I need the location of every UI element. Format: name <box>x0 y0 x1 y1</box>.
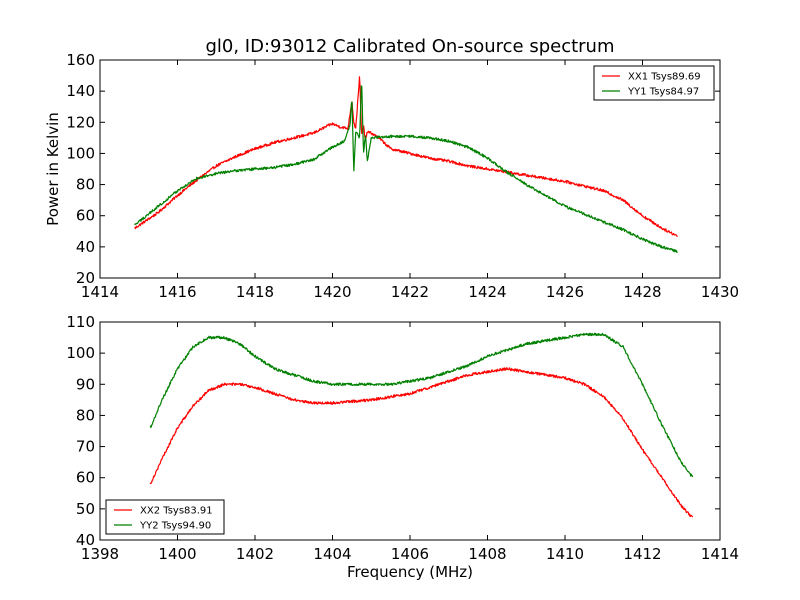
x-tick-label: 1406 <box>391 545 429 563</box>
y-tick-label: 40 <box>76 531 95 549</box>
x-tick-label: 1430 <box>701 283 739 301</box>
y-tick-label: 140 <box>66 82 95 100</box>
y-tick-label: 120 <box>66 113 95 131</box>
x-axis-label: Frequency (MHz) <box>347 563 473 581</box>
series-line-1-2 <box>134 85 678 254</box>
bottom-chart-panel: 1398 1400 1402 1404 1406 1408 1410 1412 1414 40 50… <box>66 313 739 581</box>
x-tick-label: 1414 <box>701 545 739 563</box>
series-line-2-2 <box>149 332 694 478</box>
y-tick-label: 90 <box>76 375 95 393</box>
series-line-1-1 <box>134 76 678 238</box>
y-tick-label: 160 <box>66 51 95 69</box>
y-tick-label: 70 <box>76 438 95 456</box>
y-tick-label: 40 <box>76 238 95 256</box>
x-tick-label: 1408 <box>468 545 506 563</box>
series-line-2-1 <box>149 367 694 518</box>
legend-box <box>105 499 225 535</box>
y-tick-label: 20 <box>76 269 95 287</box>
y-tick-label: 100 <box>66 144 95 162</box>
legend-entry-label: YY2 Tsys94.90 <box>139 521 211 532</box>
x-tick-label: 1402 <box>236 545 274 563</box>
y-tick-label: 60 <box>76 469 95 487</box>
chart-title: gl0, ID:93012 Calibrated On-source spect… <box>205 36 614 57</box>
x-tick-label: 1412 <box>623 545 661 563</box>
y-tick-label: 80 <box>76 406 95 424</box>
legend-entry-label: XX2 Tsys83.91 <box>140 506 213 517</box>
x-tick-label: 1428 <box>623 283 661 301</box>
x-tick-label: 1416 <box>158 283 196 301</box>
legend: XX1 Tsys89.69 YY1 Tsys84.97 <box>593 65 715 101</box>
x-tick-label: 1414 <box>81 283 119 301</box>
x-tick-label: 1424 <box>468 283 506 301</box>
y-tick-label: 60 <box>76 207 95 225</box>
x-tick-label: 1398 <box>81 545 119 563</box>
x-tick-label: 1418 <box>236 283 274 301</box>
legend-box <box>593 65 715 101</box>
x-tick-label: 1420 <box>313 283 351 301</box>
x-tick-label: 1410 <box>546 545 584 563</box>
x-tick-label: 1400 <box>158 545 196 563</box>
top-chart-panel: 1414 1416 1418 1420 1422 1424 1426 1428 1430 20 40… <box>44 36 739 301</box>
legend: XX2 Tsys83.91 YY2 Tsys94.90 <box>105 499 225 535</box>
x-tick-label: 1426 <box>546 283 584 301</box>
y-tick-label: 50 <box>76 500 95 518</box>
y-tick-label: 100 <box>66 344 95 362</box>
x-tick-label: 1404 <box>313 545 351 563</box>
y-tick-label: 110 <box>66 313 95 331</box>
x-tick-label: 1422 <box>391 283 429 301</box>
y-tick-label: 80 <box>76 176 95 194</box>
legend-entry-label: XX1 Tsys89.69 <box>628 72 701 83</box>
y-axis-label: Power in Kelvin <box>44 112 62 226</box>
legend-entry-label: YY1 Tsys84.97 <box>627 87 699 98</box>
